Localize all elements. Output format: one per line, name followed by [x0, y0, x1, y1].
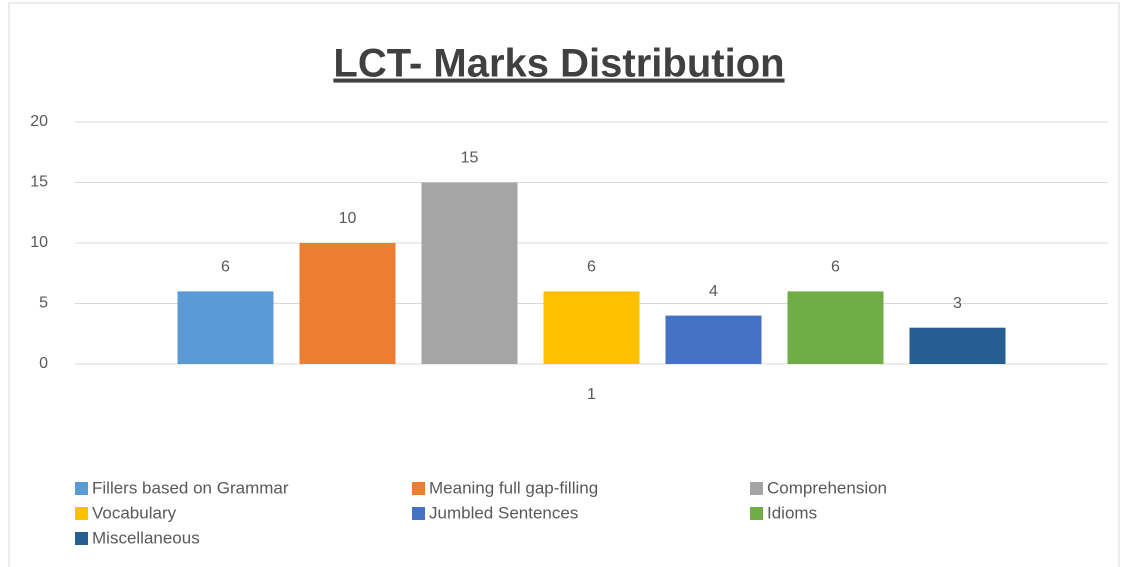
bar [665, 315, 762, 364]
y-tick-label: 10 [30, 234, 48, 251]
y-tick-label: 20 [30, 113, 48, 130]
legend-marker [75, 507, 88, 520]
legend-marker [412, 482, 425, 495]
legend-marker [412, 507, 425, 520]
legend-label: Meaning full gap-filling [429, 478, 598, 497]
bar [543, 291, 640, 364]
legend-label: Idioms [767, 503, 817, 522]
data-label: 3 [953, 295, 962, 312]
y-tick-label: 0 [39, 355, 48, 372]
data-label: 6 [831, 259, 840, 276]
legend-label: Comprehension [767, 478, 887, 497]
bar [299, 243, 396, 364]
data-label: 10 [339, 210, 357, 227]
x-tick-label: 1 [587, 386, 596, 403]
chart-title: LCT- Marks Distribution [333, 42, 784, 86]
legend-label: Jumbled Sentences [429, 503, 578, 522]
bar [177, 291, 274, 364]
y-tick-label: 5 [39, 295, 48, 312]
y-tick-label: 15 [30, 174, 48, 191]
data-label: 4 [709, 283, 718, 300]
legend-marker [75, 532, 88, 545]
legend-marker [750, 482, 763, 495]
legend-label: Vocabulary [92, 503, 177, 522]
data-label: 6 [587, 259, 596, 276]
chart-border [8, 2, 1120, 567]
bar [909, 327, 1006, 364]
legend-label: Fillers based on Grammar [92, 478, 289, 497]
legend-label: Miscellaneous [92, 528, 200, 547]
data-label: 15 [461, 150, 479, 167]
legend-marker [750, 507, 763, 520]
legend-marker [75, 482, 88, 495]
data-label: 6 [221, 259, 230, 276]
bar [787, 291, 884, 364]
bar [421, 182, 518, 364]
